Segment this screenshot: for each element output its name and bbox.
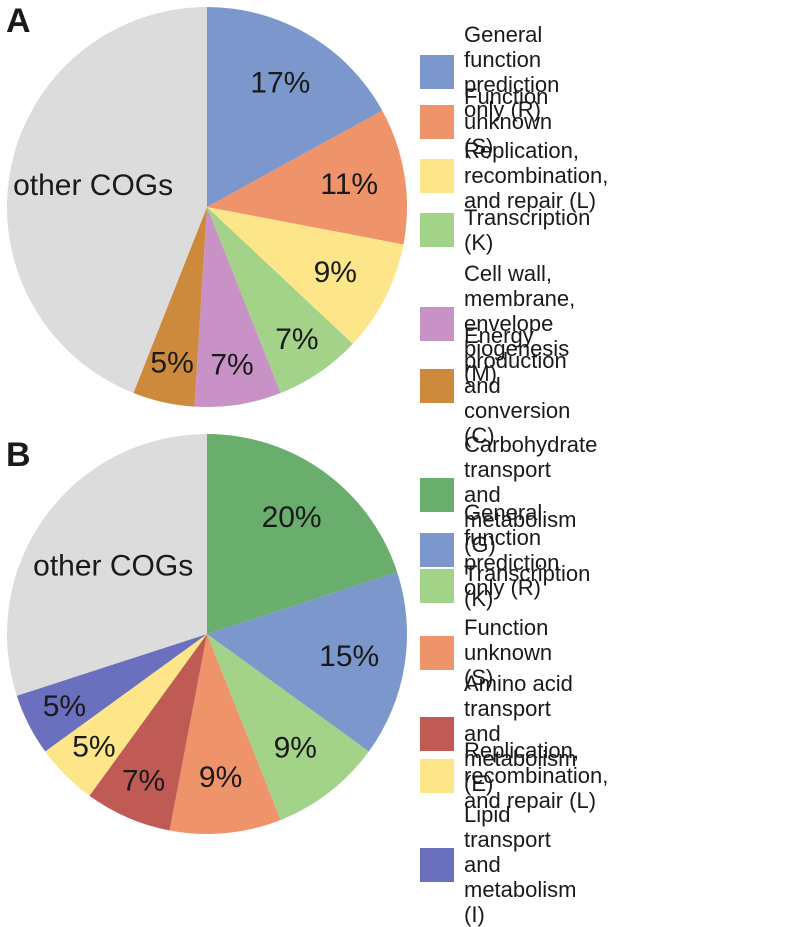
- legend-label: Amino acid transport and metabolism (E): [464, 671, 577, 796]
- legend-item: Energy production and conversion (C): [420, 323, 570, 448]
- legend-swatch: [420, 477, 454, 512]
- slice-label-other-cogs: other COGs: [33, 549, 193, 582]
- pie-slice-energy-production-and-conversion-c: [133, 207, 207, 407]
- slice-label: 7%: [275, 323, 318, 356]
- pie-chart-a: 17% 11% 9% 7% 7% 5% other COGs: [6, 6, 408, 408]
- slice-label: 9%: [199, 761, 242, 794]
- slice-label-other-cogs: other COGs: [13, 169, 173, 202]
- legend-item: General function prediction only (R): [420, 500, 559, 600]
- legend-swatch: [420, 569, 454, 603]
- pie-chart-b: 20%15%9%9%7%5%5%other COGs: [7, 434, 407, 835]
- legend-item: General function prediction only (R): [420, 22, 559, 122]
- pie-slice-transcription-k: [207, 634, 369, 820]
- legend-swatch: [420, 368, 454, 403]
- pie-slice-function-unknown-s: [207, 110, 408, 245]
- legend-swatch: [420, 635, 454, 670]
- legend-swatch: [420, 55, 454, 89]
- legend-item: Transcription (K): [420, 561, 590, 611]
- legend-swatch: [420, 213, 454, 247]
- slice-label: 11%: [320, 168, 378, 201]
- legend-item: Function unknown (S): [420, 84, 552, 159]
- slice-label: 5%: [43, 690, 86, 723]
- legend-swatch: [420, 716, 454, 751]
- legend-label: Function unknown (S): [464, 615, 553, 690]
- slice-label: 9%: [314, 256, 357, 289]
- legend-item: Function unknown (S): [420, 615, 552, 690]
- legend-item: Lipid transport and metabolism (I): [420, 802, 576, 927]
- legend-label: Replication, recombination, and repair (…: [464, 138, 609, 213]
- legend-item: Carbohydrate transport and metabolism (G…: [420, 432, 597, 557]
- legend-label: Energy production and conversion (C): [464, 323, 571, 448]
- legend-label: Function unknown (S): [464, 84, 553, 159]
- pie-slice-function-unknown-s: [169, 634, 281, 835]
- pie-slice-general-function-prediction-only-r: [207, 7, 383, 207]
- legend-label: Replication, recombination, and repair (…: [464, 738, 609, 813]
- pie-slice-replication-recombination-and-repair-l: [45, 634, 208, 796]
- slice-label: 15%: [319, 640, 379, 673]
- slice-label: 7%: [210, 349, 253, 382]
- legend-swatch: [420, 758, 454, 793]
- legend-label: Carbohydrate transport and metabolism (G…: [464, 432, 598, 557]
- pie-slice-transcription-k: [207, 207, 353, 393]
- slice-label: 5%: [150, 347, 193, 380]
- legend-swatch: [420, 533, 454, 567]
- slice-label: 9%: [274, 731, 317, 764]
- slice-label: 7%: [122, 764, 165, 797]
- legend-item: Replication, recombination, and repair (…: [420, 738, 608, 813]
- slice-label: 17%: [250, 67, 310, 100]
- panel-label-b: B: [6, 436, 31, 474]
- legend-item: Cell wall, membrane, envelope biogenesis…: [420, 261, 575, 386]
- legend-swatch: [420, 158, 454, 193]
- legend-swatch: [420, 104, 454, 139]
- pie-slice-amino-acid-transport-and-metabolism-e: [89, 634, 207, 831]
- legend-label: Lipid transport and metabolism (I): [464, 802, 577, 927]
- legend-label: General function prediction only (R): [464, 500, 560, 600]
- pie-slice-carbohydrate-transport-and-metabolism-g: [207, 434, 398, 634]
- legend-label: Transcription (K): [464, 205, 591, 255]
- legend-label: Cell wall, membrane, envelope biogenesis…: [464, 261, 576, 386]
- pie-slice-lipid-transport-and-metabolism-i: [16, 634, 207, 752]
- pie-slice-general-function-prediction-only-r: [207, 572, 407, 752]
- pie-slice-other-cogs: [6, 6, 208, 393]
- pie-slice-replication-recombination-and-repair-l: [207, 207, 404, 344]
- pie-slice-other-cogs: [7, 434, 207, 696]
- legend-swatch: [420, 306, 454, 341]
- legend-swatch: [420, 847, 454, 882]
- legend-item: Replication, recombination, and repair (…: [420, 138, 608, 213]
- legend-item: Amino acid transport and metabolism (E): [420, 671, 576, 796]
- legend-item: Transcription (K): [420, 205, 590, 255]
- panel-label-a: A: [6, 2, 31, 40]
- slice-label: 20%: [262, 501, 322, 534]
- legend-label: Transcription (K): [464, 561, 591, 611]
- legend-label: General function prediction only (R): [464, 22, 560, 122]
- pie-slice-cell-wall-membrane-envelope-biogenesis-m: [194, 207, 281, 408]
- slice-label: 5%: [72, 731, 115, 764]
